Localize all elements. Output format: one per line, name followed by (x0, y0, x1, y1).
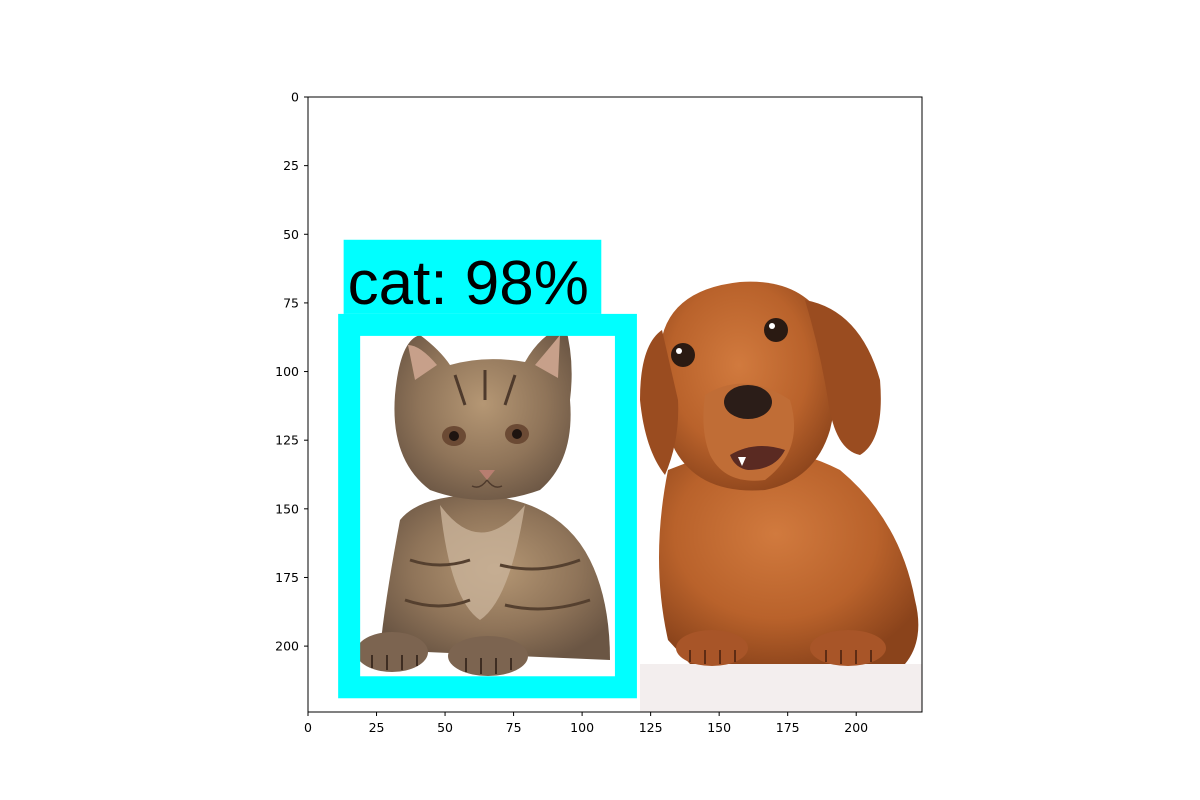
dog-paw-left (676, 630, 748, 666)
cat-pupil-right (512, 429, 522, 439)
y-tick-label: 50 (283, 227, 299, 242)
dog-claws-right (825, 650, 872, 664)
cat-pupil-left (449, 431, 459, 441)
dog-mouth (730, 446, 785, 470)
x-tick-label: 25 (369, 720, 385, 735)
dog-nose (724, 385, 772, 419)
cat-photo (356, 320, 619, 682)
detection-overlay: cat: 98% (338, 239, 637, 699)
x-tick-label: 0 (304, 720, 312, 735)
floor-shadow (640, 664, 922, 712)
detection-label: cat: 98% (348, 249, 589, 318)
x-tick-label: 150 (707, 720, 731, 735)
detection-label-background (343, 239, 602, 314)
x-tick-label: 75 (506, 720, 522, 735)
dog-eye-right-highlight (769, 323, 775, 329)
y-axis: 0 25 50 75 100 125 150 175 200 (275, 90, 308, 654)
y-tick-label: 200 (275, 639, 299, 654)
cat-ear-left (408, 345, 437, 380)
cat-head (394, 325, 572, 500)
x-tick-label: 125 (639, 720, 663, 735)
x-tick-label: 175 (776, 720, 800, 735)
cat-nose (479, 470, 495, 480)
dog-body (659, 447, 919, 664)
y-tick-label: 150 (275, 501, 299, 516)
y-tick-label: 175 (275, 570, 299, 585)
y-tick-label: 75 (283, 295, 299, 310)
cat-paw-left (356, 632, 428, 672)
dog-eye-left (671, 343, 695, 367)
y-tick-label: 100 (275, 364, 299, 379)
cat-paw-right (448, 636, 528, 676)
y-tick-label: 25 (283, 158, 299, 173)
dog-tooth (738, 457, 746, 466)
x-tick-label: 100 (570, 720, 594, 735)
y-tick-label: 125 (275, 433, 299, 448)
cat-mouth (471, 479, 503, 488)
x-tick-label: 200 (844, 720, 868, 735)
image-area (308, 97, 922, 712)
cat-toes (371, 655, 512, 674)
cat-chest (440, 505, 525, 620)
y-tick-label: 0 (291, 90, 299, 105)
cat-forehead-stripes (453, 370, 517, 406)
dog-claws-left (689, 650, 736, 664)
cat-ear-right (535, 335, 560, 378)
dog-ear-right (805, 300, 881, 455)
dog-paw-right (810, 630, 886, 666)
x-tick-label: 50 (437, 720, 453, 735)
cat-body-stripes (404, 558, 591, 611)
dog-ear-left (640, 330, 679, 475)
dog-eye-right (764, 318, 788, 342)
dog-photo (640, 281, 919, 666)
x-axis: 0 25 50 75 100 125 150 175 200 (304, 712, 868, 735)
detection-bounding-box (338, 313, 637, 699)
dog-eye-left-highlight (676, 348, 682, 354)
axes-frame (307, 96, 923, 713)
